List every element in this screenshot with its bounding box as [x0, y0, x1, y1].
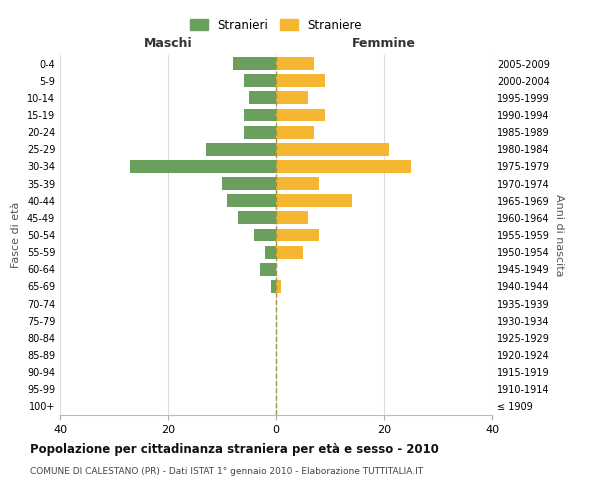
Bar — [276, 177, 319, 190]
Bar — [276, 246, 303, 258]
Bar — [265, 246, 276, 258]
Bar — [254, 228, 276, 241]
Bar — [276, 143, 389, 156]
Bar — [276, 126, 314, 138]
Text: Popolazione per cittadinanza straniera per età e sesso - 2010: Popolazione per cittadinanza straniera p… — [30, 442, 439, 456]
Bar — [227, 194, 276, 207]
Y-axis label: Fasce di età: Fasce di età — [11, 202, 21, 268]
Bar — [130, 160, 276, 173]
Y-axis label: Anni di nascita: Anni di nascita — [554, 194, 563, 276]
Bar — [244, 108, 276, 122]
Bar — [276, 280, 281, 293]
Bar — [249, 92, 276, 104]
Bar — [276, 194, 352, 207]
Bar — [276, 57, 314, 70]
Text: Femmine: Femmine — [352, 37, 416, 50]
Bar — [233, 57, 276, 70]
Bar — [276, 212, 308, 224]
Bar — [276, 92, 308, 104]
Bar — [244, 126, 276, 138]
Bar — [276, 108, 325, 122]
Bar — [206, 143, 276, 156]
Bar — [276, 228, 319, 241]
Bar — [276, 74, 325, 87]
Text: Maschi: Maschi — [143, 37, 193, 50]
Bar — [260, 263, 276, 276]
Legend: Stranieri, Straniere: Stranieri, Straniere — [185, 14, 367, 36]
Bar — [222, 177, 276, 190]
Bar — [238, 212, 276, 224]
Text: COMUNE DI CALESTANO (PR) - Dati ISTAT 1° gennaio 2010 - Elaborazione TUTTITALIA.: COMUNE DI CALESTANO (PR) - Dati ISTAT 1°… — [30, 468, 423, 476]
Bar — [276, 160, 411, 173]
Bar — [271, 280, 276, 293]
Bar — [244, 74, 276, 87]
